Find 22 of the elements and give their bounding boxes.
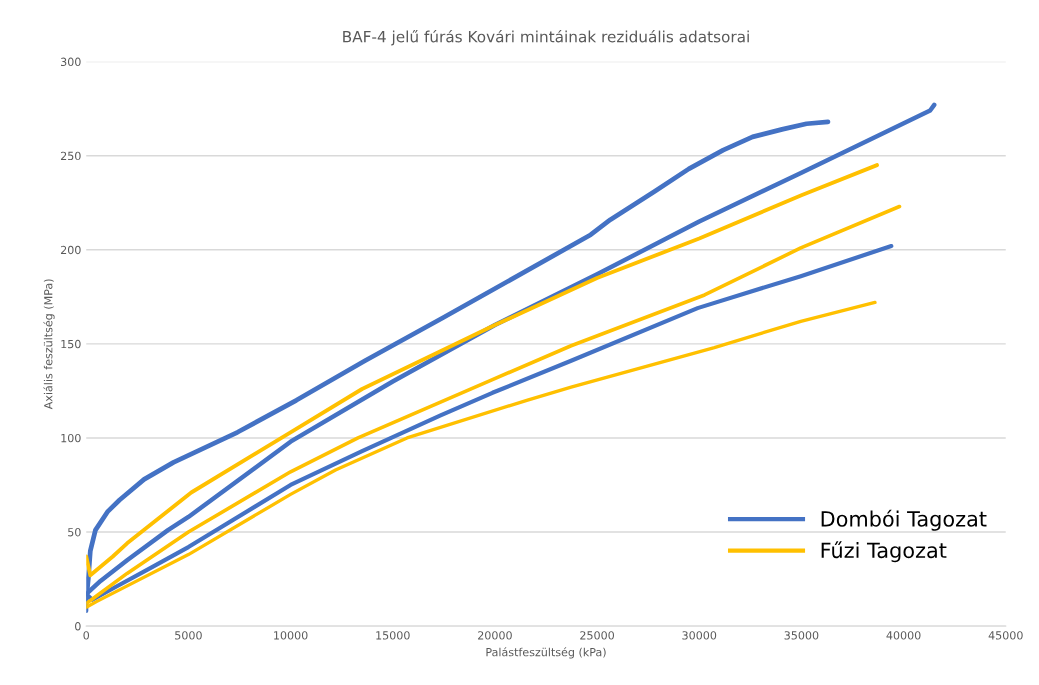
x-tick-label: 15000 xyxy=(376,631,410,640)
x-tick-label: 5000 xyxy=(175,631,202,640)
x-tick-label: 40000 xyxy=(886,631,921,640)
x-tick-label: 30000 xyxy=(682,631,717,640)
x-tick-label: 25000 xyxy=(580,631,615,640)
x-tick-label: 35000 xyxy=(784,631,819,640)
legend-label: Fűzi Tagozat xyxy=(821,541,947,563)
y-tick-label: 150 xyxy=(61,339,81,349)
x-tick-label: 45000 xyxy=(988,631,1023,640)
y-tick-label: 50 xyxy=(68,527,81,537)
x-tick-label: 20000 xyxy=(478,631,512,640)
y-tick-label: 250 xyxy=(60,151,81,161)
x-tick-label: 0 xyxy=(83,631,90,640)
y-tick-label: 100 xyxy=(61,433,81,443)
y-tick-label: 300 xyxy=(61,57,81,67)
legend-label: Dombói Tagozat xyxy=(821,509,987,531)
y-axis-title: Axiális feszültség (MPa) xyxy=(43,279,55,410)
y-tick-label: 200 xyxy=(60,245,81,255)
x-axis-title: Palástfeszültség (kPa) xyxy=(486,647,606,659)
y-tick-label: 0 xyxy=(75,622,81,631)
chart-title: BAF-4 jelű fúrás Kovári mintáinak reziduális adatsorai xyxy=(343,29,749,46)
x-tick-label: 10000 xyxy=(274,631,308,640)
